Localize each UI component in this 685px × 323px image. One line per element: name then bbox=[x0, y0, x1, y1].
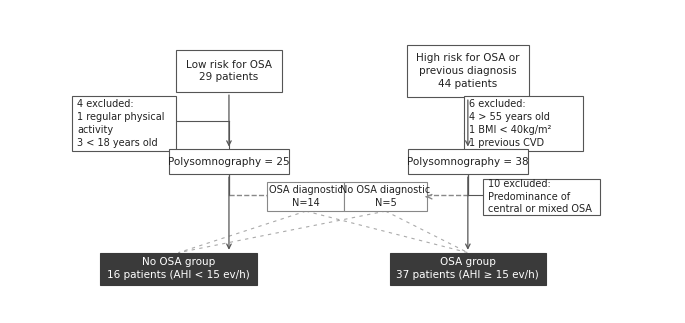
Text: OSA diagnostic
N=14: OSA diagnostic N=14 bbox=[269, 185, 343, 208]
FancyBboxPatch shape bbox=[176, 50, 282, 92]
Text: 4 excluded:
1 regular physical
activity
3 < 18 years old: 4 excluded: 1 regular physical activity … bbox=[77, 99, 165, 148]
Text: Polysomnography = 38: Polysomnography = 38 bbox=[407, 157, 529, 167]
FancyBboxPatch shape bbox=[169, 150, 288, 174]
FancyBboxPatch shape bbox=[72, 96, 175, 151]
Text: High risk for OSA or
previous diagnosis
44 patients: High risk for OSA or previous diagnosis … bbox=[416, 53, 520, 89]
FancyBboxPatch shape bbox=[390, 253, 546, 285]
FancyBboxPatch shape bbox=[345, 182, 427, 211]
Text: No OSA group
16 patients (AHI < 15 ev/h): No OSA group 16 patients (AHI < 15 ev/h) bbox=[107, 257, 250, 280]
FancyBboxPatch shape bbox=[483, 179, 599, 215]
FancyBboxPatch shape bbox=[408, 150, 527, 174]
Text: No OSA diagnostic
N=5: No OSA diagnostic N=5 bbox=[340, 185, 431, 208]
Text: 6 excluded:
4 > 55 years old
1 BMI < 40kg/m²
1 previous CVD: 6 excluded: 4 > 55 years old 1 BMI < 40k… bbox=[469, 99, 551, 148]
Text: Polysomnography = 25: Polysomnography = 25 bbox=[168, 157, 290, 167]
FancyBboxPatch shape bbox=[407, 45, 529, 97]
Text: 10 excluded:
Predominance of
central or mixed OSA: 10 excluded: Predominance of central or … bbox=[488, 179, 592, 214]
FancyBboxPatch shape bbox=[100, 253, 257, 285]
FancyBboxPatch shape bbox=[464, 96, 584, 151]
Text: Low risk for OSA
29 patients: Low risk for OSA 29 patients bbox=[186, 60, 272, 82]
FancyBboxPatch shape bbox=[267, 182, 345, 211]
Text: OSA group
37 patients (AHI ≥ 15 ev/h): OSA group 37 patients (AHI ≥ 15 ev/h) bbox=[397, 257, 539, 280]
